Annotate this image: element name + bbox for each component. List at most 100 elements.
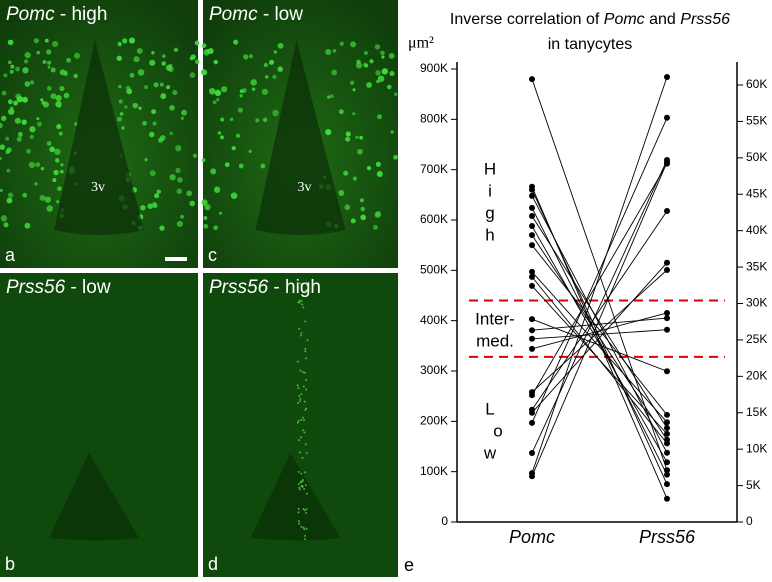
point	[664, 495, 670, 502]
point	[529, 223, 535, 230]
panel-letter: a	[5, 245, 16, 265]
pair-line	[531, 207, 668, 475]
cell	[305, 527, 308, 530]
cell	[230, 192, 238, 199]
cell	[265, 75, 269, 79]
point	[664, 309, 670, 316]
cell	[248, 54, 254, 59]
cell	[74, 52, 81, 59]
point	[664, 266, 670, 273]
cell	[46, 86, 52, 91]
cell	[175, 167, 181, 174]
zone-label: med.	[476, 331, 514, 350]
level: - high	[55, 4, 108, 25]
y-tick-label: 600K	[420, 212, 448, 226]
cell	[129, 72, 135, 78]
cell	[119, 112, 124, 116]
point	[664, 425, 670, 432]
y-tick-label: 700K	[420, 162, 448, 176]
cell	[200, 69, 207, 76]
cell	[375, 211, 381, 217]
cell	[63, 92, 70, 99]
cell	[160, 93, 167, 100]
title-part: Pomc	[604, 11, 645, 28]
cell	[301, 480, 304, 483]
pair-line	[531, 215, 668, 429]
cell	[263, 62, 268, 68]
cell	[121, 126, 125, 130]
cell	[60, 163, 64, 167]
cell	[194, 40, 200, 46]
cell	[356, 59, 361, 65]
cell	[359, 198, 364, 203]
point	[529, 335, 535, 342]
point	[529, 282, 535, 289]
cell	[301, 485, 304, 488]
cell	[116, 55, 122, 61]
cell	[17, 131, 23, 137]
cell	[304, 320, 307, 323]
cell	[297, 483, 300, 486]
cell	[350, 41, 357, 48]
cell	[302, 385, 305, 388]
cell	[132, 102, 139, 109]
cell	[42, 60, 47, 64]
cell	[299, 369, 302, 372]
cell	[243, 54, 249, 60]
cell	[375, 70, 381, 76]
point	[664, 430, 670, 437]
cell	[24, 222, 31, 229]
cell	[36, 117, 40, 121]
cell	[304, 484, 307, 487]
cell	[7, 99, 13, 105]
cell	[219, 135, 224, 140]
cell	[7, 39, 14, 46]
y2-tick-label: 60K	[746, 77, 767, 91]
point	[529, 316, 535, 323]
point	[529, 204, 535, 211]
cell	[169, 174, 176, 181]
cell	[305, 357, 308, 360]
cell	[172, 89, 178, 96]
cell	[203, 223, 209, 229]
cell	[190, 54, 196, 60]
cell	[50, 93, 57, 100]
cell	[39, 194, 46, 201]
pair-line	[531, 159, 668, 454]
cell	[386, 84, 392, 90]
cell	[298, 327, 301, 330]
cell	[250, 79, 257, 86]
point	[529, 273, 535, 280]
cell	[15, 66, 20, 72]
cell	[296, 402, 299, 405]
cell	[58, 104, 62, 108]
cell	[237, 107, 243, 113]
cell	[34, 182, 38, 186]
cell	[302, 306, 305, 309]
cell	[297, 470, 300, 473]
cell	[1, 115, 7, 122]
cell	[189, 72, 196, 78]
cell	[175, 145, 182, 152]
cell	[305, 511, 308, 514]
cell	[377, 114, 382, 120]
cell	[221, 86, 228, 93]
y2-tick-label: 40K	[746, 223, 767, 237]
pair-line	[531, 210, 668, 411]
cell	[220, 117, 225, 122]
cell	[204, 203, 211, 211]
cell	[216, 97, 220, 102]
cell	[299, 400, 302, 403]
cell	[239, 94, 243, 98]
cell	[306, 339, 309, 342]
cell	[116, 116, 122, 122]
cell	[9, 69, 14, 74]
cell	[159, 135, 166, 141]
title-part: and	[645, 11, 681, 28]
cell	[0, 144, 6, 150]
cell	[1, 90, 7, 96]
cell	[213, 225, 218, 231]
cell	[59, 69, 66, 76]
cell	[0, 156, 2, 161]
